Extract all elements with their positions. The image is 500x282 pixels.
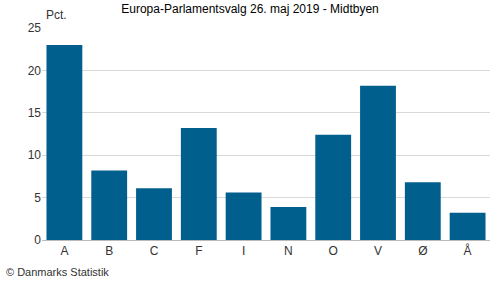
svg-text:B: B [105,244,113,258]
svg-text:C: C [150,244,159,258]
svg-text:© Danmarks Statistik: © Danmarks Statistik [6,266,109,278]
svg-text:Europa-Parlamentsvalg 26. maj: Europa-Parlamentsvalg 26. maj 2019 - Mid… [121,2,378,16]
svg-text:5: 5 [34,191,41,205]
svg-text:F: F [195,244,202,258]
svg-text:A: A [60,244,68,258]
svg-text:Pct.: Pct. [46,8,67,22]
svg-text:15: 15 [28,106,42,120]
svg-text:10: 10 [28,148,42,162]
svg-text:O: O [329,244,338,258]
svg-text:Ø: Ø [418,244,427,258]
svg-text:N: N [284,244,293,258]
svg-text:I: I [242,244,245,258]
svg-text:V: V [374,244,382,258]
svg-text:0: 0 [34,233,41,247]
svg-text:20: 20 [28,64,42,78]
svg-text:Å: Å [464,243,472,258]
svg-text:25: 25 [28,21,42,35]
